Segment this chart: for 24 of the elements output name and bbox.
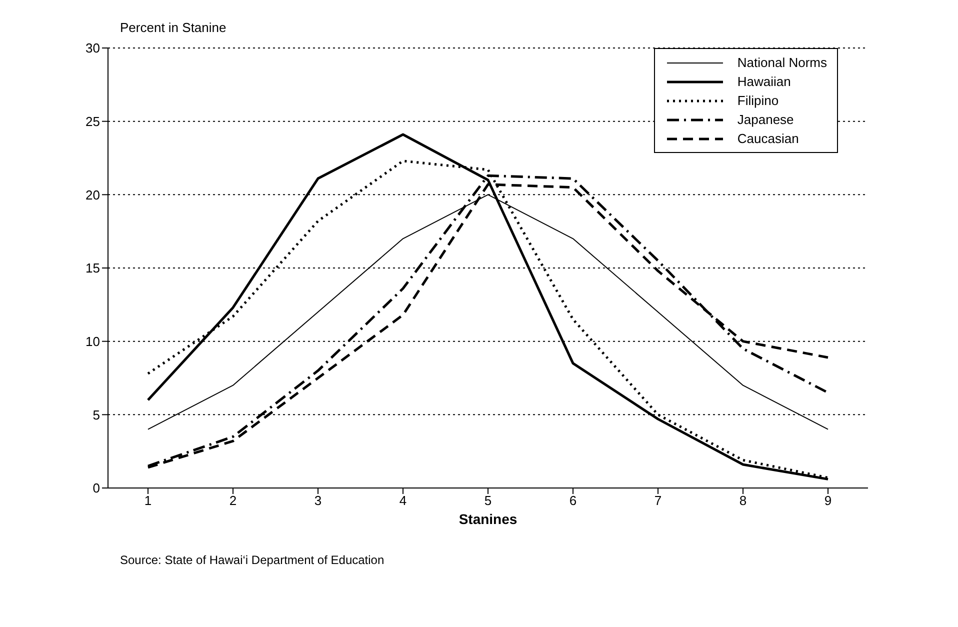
source-note: Source: State of Hawai‘i Department of Education [120, 553, 384, 567]
y-tick-label: 15 [86, 260, 100, 276]
y-tick-label: 0 [92, 480, 100, 496]
x-axis-title: Stanines [458, 511, 518, 527]
x-tick-label: 9 [824, 493, 832, 508]
y-tick-label: 25 [86, 114, 100, 129]
legend-label: National Norms [737, 55, 827, 70]
x-tick-label: 1 [144, 493, 152, 508]
y-tick-label: 5 [92, 407, 100, 422]
y-tick-label: 10 [86, 334, 100, 349]
legend-label: Japanese [737, 112, 794, 127]
x-tick-label: 6 [569, 493, 577, 508]
y-axis-title: Percent in Stanine [120, 20, 226, 35]
legend-label: Hawaiian [737, 74, 791, 89]
y-tick-label: 30 [86, 40, 100, 56]
y-tick-label: 20 [86, 187, 100, 202]
x-tick-label: 5 [484, 493, 492, 508]
legend-label: Filipino [737, 93, 779, 108]
x-tick-label: 3 [314, 493, 322, 508]
x-tick-label: 4 [399, 493, 407, 508]
x-tick-label: 2 [229, 493, 237, 508]
legend-label: Caucasian [737, 131, 799, 146]
x-tick-label: 8 [739, 493, 747, 508]
x-tick-label: 7 [654, 493, 662, 508]
